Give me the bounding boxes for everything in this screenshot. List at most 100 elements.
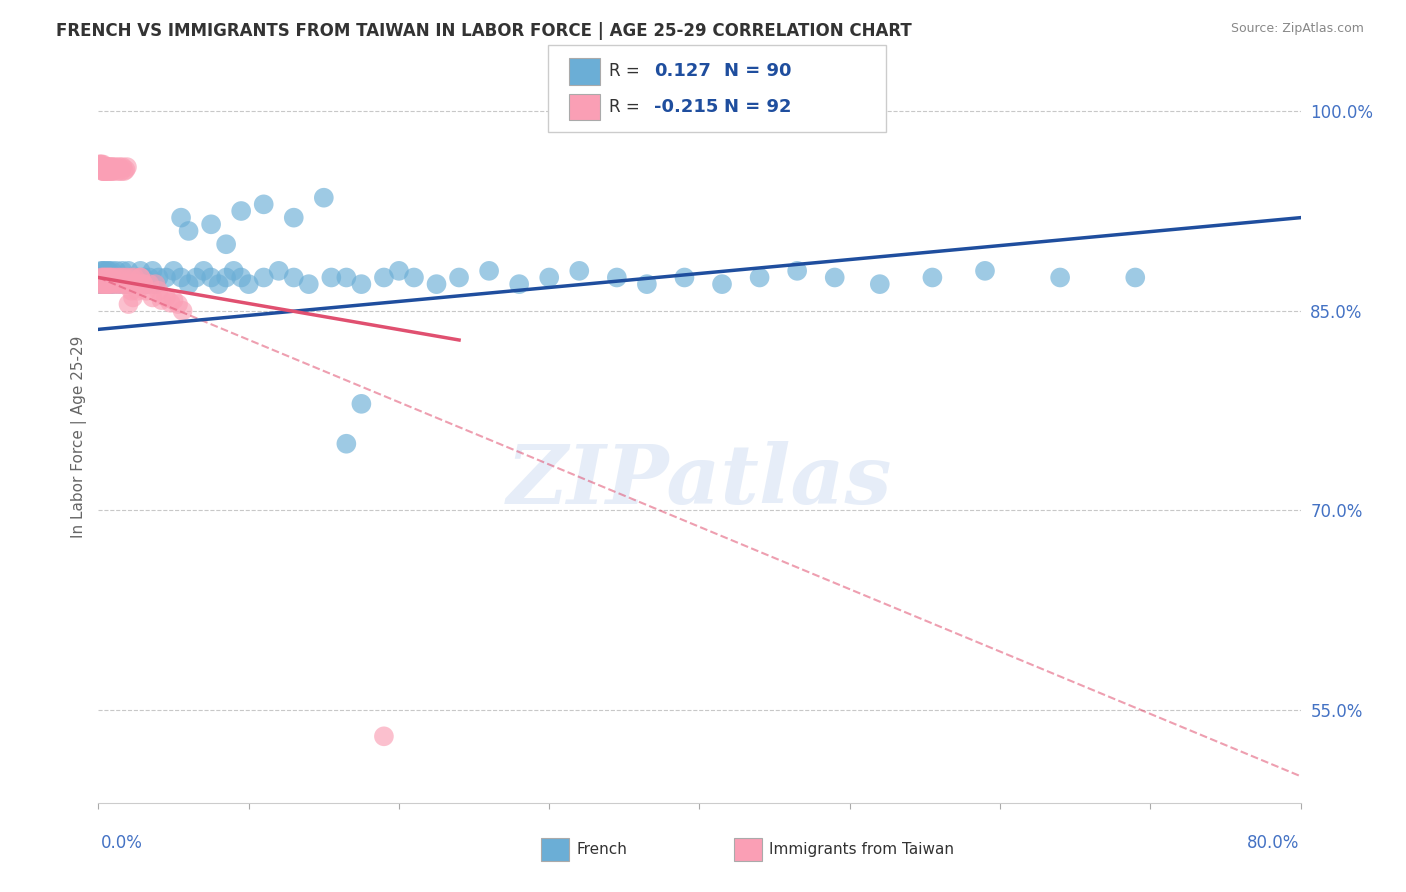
Point [89,157,111,171]
Point [96,264,118,278]
Text: 0.0%: 0.0% [101,834,143,852]
Point [90,160,112,174]
Point [170,270,193,285]
Point [129,264,152,278]
Point [103,277,125,292]
Point [921,270,943,285]
Point [350,397,373,411]
Point [91,164,114,178]
Point [145,277,167,292]
Point [100,270,122,285]
Point [162,293,184,307]
Point [96,162,118,177]
Point [91,160,114,174]
Point [91,270,114,285]
Point [112,270,135,285]
Point [231,204,253,219]
Point [117,264,139,278]
Point [127,284,149,298]
Point [96,277,118,292]
Point [402,270,425,285]
Point [748,270,770,285]
Point [91,270,114,285]
Point [335,436,357,450]
Y-axis label: In Labor Force | Age 25-29: In Labor Force | Age 25-29 [72,336,87,538]
Point [447,270,470,285]
Point [96,164,118,178]
Point [508,277,530,292]
Point [425,277,447,292]
Point [94,277,117,292]
Point [162,264,184,278]
Point [94,270,117,285]
Point [350,277,373,292]
Point [118,277,141,292]
Point [101,160,124,174]
Point [124,270,146,285]
Point [90,160,112,174]
Text: ZIPatlas: ZIPatlas [506,441,893,521]
Point [100,160,122,174]
Text: R =: R = [609,62,645,80]
Text: 80.0%: 80.0% [1247,834,1299,852]
Point [135,284,157,298]
Point [93,164,115,178]
Text: N = 90: N = 90 [724,62,792,80]
Point [90,277,112,292]
Point [89,157,111,171]
Point [107,164,129,178]
Point [100,270,122,285]
Point [111,264,134,278]
Point [90,277,112,292]
Point [869,277,891,292]
Point [184,270,207,285]
Point [114,277,136,292]
Point [94,270,117,285]
Point [673,270,696,285]
Point [711,277,734,292]
Point [568,264,591,278]
Point [253,197,276,211]
Point [90,160,112,174]
Point [138,270,160,285]
Point [97,270,120,285]
Point [111,160,134,174]
Point [373,729,395,743]
Point [150,293,173,307]
Point [148,270,170,285]
Point [335,270,357,285]
Point [90,157,112,171]
Text: Source: ZipAtlas.com: Source: ZipAtlas.com [1230,22,1364,36]
Point [117,297,139,311]
Point [159,295,181,310]
Point [155,290,177,304]
Point [135,277,157,292]
Point [115,160,138,174]
Point [101,164,124,178]
Point [121,284,143,298]
Point [107,270,129,285]
Point [478,264,501,278]
Point [110,164,132,178]
Point [107,270,129,285]
Text: -0.215: -0.215 [654,98,718,116]
Point [94,164,117,178]
Point [93,160,115,174]
Point [104,162,127,177]
Point [208,277,231,292]
Point [125,277,148,292]
Point [112,164,135,178]
Point [94,160,117,174]
Point [117,277,139,292]
Point [124,277,146,292]
Point [108,277,131,292]
Point [93,270,115,285]
Text: R =: R = [609,98,645,116]
Point [148,284,170,298]
Point [974,264,997,278]
Point [1123,270,1146,285]
Point [121,270,143,285]
Point [89,277,111,292]
Point [103,277,125,292]
Point [97,162,120,177]
